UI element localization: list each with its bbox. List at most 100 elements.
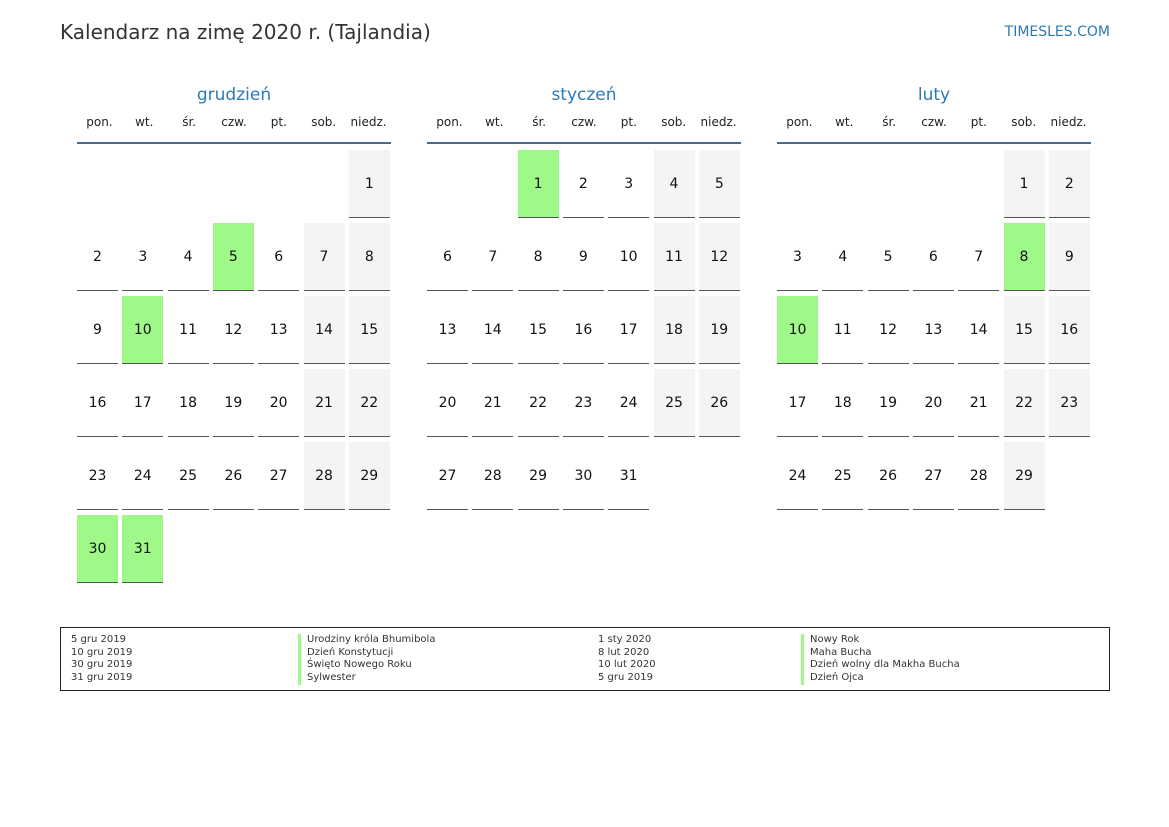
day-cell: 21 xyxy=(472,369,514,437)
legend-date: 10 gru 2019 xyxy=(71,646,133,658)
weekday-label: pon. xyxy=(86,115,113,129)
day-cell: 6 xyxy=(427,223,468,291)
day-cell: 13 xyxy=(912,296,954,364)
day-cell: 17 xyxy=(777,369,818,437)
legend-holiday-name: Dzień wolny dla Makha Bucha xyxy=(801,659,960,673)
day-cell: 16 xyxy=(562,296,604,364)
legend-holiday-name: Maha Bucha xyxy=(801,646,960,660)
day-cell: 27 xyxy=(427,442,468,510)
weekday-label: wt. xyxy=(135,115,154,129)
weekday-header: pon. wt. śr. czw. pt. sob. niedz. xyxy=(427,110,741,144)
weekday-label: śr. xyxy=(882,115,897,129)
day-cell: 25 xyxy=(822,442,864,510)
weekday-label: niedz. xyxy=(700,115,737,129)
legend-holiday-name: Dzień Ojca xyxy=(801,672,960,685)
day-cell: 26 xyxy=(212,442,254,510)
legend-holiday-name: Urodziny króla Bhumibola xyxy=(298,634,435,647)
day-cell: 7 xyxy=(303,223,345,291)
legend-holiday-name: Nowy Rok xyxy=(801,634,960,647)
day-cell: 31 xyxy=(608,442,650,510)
brand-link[interactable]: TIMESLES.COM xyxy=(1004,24,1110,40)
holiday-day-cell: 10 xyxy=(777,296,818,364)
legend-date: 10 lut 2020 xyxy=(598,659,656,671)
day-cell: 3 xyxy=(608,150,650,218)
day-cell: 2 xyxy=(1048,150,1090,218)
weekday-label: czw. xyxy=(221,115,247,129)
day-cell: 28 xyxy=(958,442,1000,510)
month-name: styczeń xyxy=(551,85,617,105)
day-cell: 14 xyxy=(958,296,1000,364)
day-cell: 3 xyxy=(122,223,164,291)
day-cell: 12 xyxy=(698,223,740,291)
month-name: grudzień xyxy=(196,85,272,105)
weekday-label: wt. xyxy=(485,115,504,129)
weekday-label: sob. xyxy=(1011,115,1037,129)
day-cell: 27 xyxy=(912,442,954,510)
legend-date: 1 sty 2020 xyxy=(598,634,652,645)
day-cell: 10 xyxy=(608,223,650,291)
day-cell: 15 xyxy=(1003,296,1045,364)
day-cell: 4 xyxy=(167,223,209,291)
holiday-day-cell: 8 xyxy=(1003,223,1045,291)
legend-holiday-name: Święto Nowego Roku xyxy=(298,659,435,673)
day-cell: 21 xyxy=(958,369,1000,437)
weekday-label: sob. xyxy=(311,115,337,129)
month-1: styczeń pon. wt. śr. czw. pt. sob. niedz. 1 2 3 4 5 6… xyxy=(427,84,741,510)
day-cell: 4 xyxy=(822,223,864,291)
day-cell: 23 xyxy=(562,369,604,437)
day-cell: 9 xyxy=(562,223,604,291)
day-cell: 24 xyxy=(122,442,164,510)
day-cell: 20 xyxy=(258,369,300,437)
day-cell: 4 xyxy=(653,150,695,218)
day-cell: 18 xyxy=(653,296,695,364)
weekday-label: czw. xyxy=(921,115,947,129)
day-cell: 18 xyxy=(822,369,864,437)
day-cell: 19 xyxy=(698,296,740,364)
day-cell: 13 xyxy=(427,296,468,364)
day-cell: 19 xyxy=(867,369,909,437)
day-cell: 27 xyxy=(258,442,300,510)
day-cell: 28 xyxy=(472,442,514,510)
weekday-header: pon. wt. śr. czw. pt. sob. niedz. xyxy=(77,110,391,144)
day-cell: 7 xyxy=(472,223,514,291)
month-2: luty pon. wt. śr. czw. pt. sob. niedz. 1 2 3 4 5 6 7 8 9… xyxy=(777,84,1091,510)
day-cell: 20 xyxy=(427,369,468,437)
day-cell: 9 xyxy=(77,296,118,364)
day-cell: 23 xyxy=(77,442,118,510)
weekday-label: pt. xyxy=(620,115,637,129)
day-cell: 11 xyxy=(653,223,695,291)
month-name: luty xyxy=(917,85,951,105)
legend-dates-2: 1 sty 2020 8 lut 2020 10 lut 2020 5 gru 201… xyxy=(598,634,656,685)
day-cell: 11 xyxy=(167,296,209,364)
weekday-label: śr. xyxy=(182,115,197,129)
day-cell: 1 xyxy=(348,150,390,218)
day-cell: 28 xyxy=(303,442,345,510)
day-cell: 22 xyxy=(348,369,390,437)
day-cell: 29 xyxy=(348,442,390,510)
day-cell: 2 xyxy=(562,150,604,218)
legend-date: 5 gru 2019 xyxy=(71,634,126,645)
legend-date: 8 lut 2020 xyxy=(598,646,650,658)
day-cell: 18 xyxy=(167,369,209,437)
legend-date: 31 gru 2019 xyxy=(71,672,133,684)
holiday-day-cell: 30 xyxy=(77,515,118,583)
day-cell: 22 xyxy=(517,369,559,437)
weekday-header: pon. wt. śr. czw. pt. sob. niedz. xyxy=(777,110,1091,144)
legend-holiday-name: Sylwester xyxy=(298,672,435,685)
weekday-label: wt. xyxy=(835,115,854,129)
day-cell: 29 xyxy=(517,442,559,510)
day-cell: 5 xyxy=(698,150,740,218)
day-cell: 23 xyxy=(1048,369,1090,437)
legend-names-2: Nowy Rok Maha Bucha Dzień wolny dla Makha … xyxy=(801,634,960,685)
weekday-label: pt. xyxy=(270,115,287,129)
day-cell: 26 xyxy=(867,442,909,510)
day-cell: 17 xyxy=(608,296,650,364)
month-0: grudzień pon. wt. śr. czw. pt. sob. niedz. 1 2 3 4 5… xyxy=(77,84,391,583)
day-cell: 9 xyxy=(1048,223,1090,291)
day-cell: 6 xyxy=(912,223,954,291)
day-cell: 7 xyxy=(958,223,1000,291)
day-cell: 5 xyxy=(867,223,909,291)
day-cell: 30 xyxy=(562,442,604,510)
holiday-day-cell: 1 xyxy=(517,150,559,218)
legend-names-1: Urodziny króla Bhumibola Dzień Konstytucj… xyxy=(298,634,435,685)
